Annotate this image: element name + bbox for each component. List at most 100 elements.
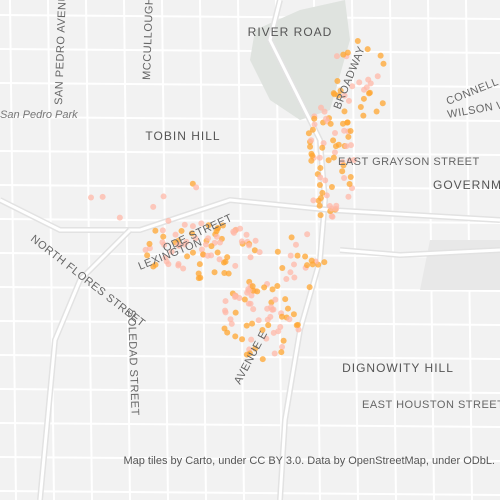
point bbox=[347, 142, 354, 149]
point bbox=[181, 221, 188, 228]
point bbox=[287, 252, 294, 259]
street bbox=[237, 0, 245, 500]
point bbox=[221, 270, 228, 277]
point bbox=[341, 108, 348, 115]
point bbox=[175, 262, 182, 269]
point bbox=[175, 241, 182, 248]
point bbox=[189, 223, 196, 230]
point bbox=[317, 194, 324, 201]
point bbox=[330, 90, 337, 97]
point bbox=[284, 305, 291, 312]
point bbox=[160, 193, 167, 200]
point bbox=[380, 60, 387, 67]
point bbox=[243, 322, 250, 329]
point bbox=[307, 143, 314, 150]
point bbox=[319, 144, 326, 151]
point bbox=[245, 287, 252, 294]
point bbox=[316, 154, 323, 161]
point bbox=[308, 137, 315, 144]
point bbox=[202, 241, 209, 248]
street-label: SOLEDAD STREET bbox=[125, 310, 141, 416]
point bbox=[317, 212, 324, 219]
point bbox=[189, 249, 196, 256]
point bbox=[246, 350, 253, 357]
point bbox=[341, 174, 348, 181]
place-label: TOBIN HILL bbox=[145, 129, 220, 143]
point bbox=[290, 311, 297, 318]
point bbox=[259, 327, 266, 334]
street-label: SAN PEDRO AVENUE bbox=[53, 0, 69, 105]
point bbox=[308, 157, 315, 164]
point bbox=[356, 79, 363, 86]
point bbox=[274, 248, 281, 255]
point bbox=[349, 83, 356, 90]
point bbox=[346, 181, 353, 188]
point bbox=[325, 157, 332, 164]
point bbox=[345, 133, 352, 140]
point bbox=[193, 184, 200, 191]
point bbox=[279, 344, 286, 351]
point bbox=[144, 252, 151, 259]
point bbox=[330, 154, 337, 161]
point bbox=[316, 202, 323, 209]
point bbox=[346, 157, 353, 164]
point bbox=[192, 235, 199, 242]
attribution: Map tiles by Carto, under CC BY 3.0. Dat… bbox=[123, 455, 495, 467]
point bbox=[379, 100, 386, 107]
point bbox=[288, 234, 295, 241]
point bbox=[159, 239, 166, 246]
point bbox=[198, 220, 205, 227]
point bbox=[159, 227, 166, 234]
point bbox=[225, 270, 232, 277]
point bbox=[172, 231, 179, 238]
point bbox=[216, 256, 223, 263]
point bbox=[327, 120, 334, 127]
street bbox=[0, 150, 500, 156]
point bbox=[211, 269, 218, 276]
point bbox=[227, 316, 234, 323]
point bbox=[267, 313, 274, 320]
point bbox=[283, 276, 290, 283]
point bbox=[295, 326, 302, 333]
point bbox=[291, 274, 298, 281]
point bbox=[250, 287, 257, 294]
point bbox=[323, 192, 330, 199]
point bbox=[345, 97, 352, 104]
point bbox=[252, 237, 259, 244]
point bbox=[243, 231, 250, 238]
point bbox=[146, 240, 153, 247]
point bbox=[232, 309, 239, 316]
point bbox=[360, 112, 367, 119]
point bbox=[287, 269, 294, 276]
point bbox=[168, 248, 175, 255]
point bbox=[292, 241, 299, 248]
point bbox=[318, 104, 325, 111]
point bbox=[255, 317, 262, 324]
point bbox=[354, 38, 361, 45]
point bbox=[361, 86, 368, 93]
point bbox=[224, 254, 231, 261]
point bbox=[341, 92, 348, 99]
street bbox=[0, 48, 500, 54]
point bbox=[224, 329, 231, 336]
point bbox=[320, 140, 327, 147]
point bbox=[304, 231, 311, 238]
street-label: MCCULLOUGH AVENUE bbox=[141, 0, 158, 80]
point bbox=[344, 49, 351, 56]
point bbox=[248, 336, 255, 343]
point bbox=[252, 345, 259, 352]
point bbox=[309, 126, 316, 133]
point bbox=[308, 150, 315, 157]
point bbox=[306, 284, 313, 291]
point bbox=[251, 247, 258, 254]
point bbox=[231, 293, 238, 300]
point bbox=[310, 197, 317, 204]
point bbox=[278, 349, 285, 356]
point bbox=[333, 205, 340, 212]
point bbox=[196, 261, 203, 268]
place-label: GOVERNMENT HILL bbox=[433, 178, 500, 192]
street-label: EAST GRAYSON STREET bbox=[338, 156, 480, 168]
point bbox=[184, 253, 191, 260]
place-label: RIVER ROAD bbox=[248, 25, 333, 39]
